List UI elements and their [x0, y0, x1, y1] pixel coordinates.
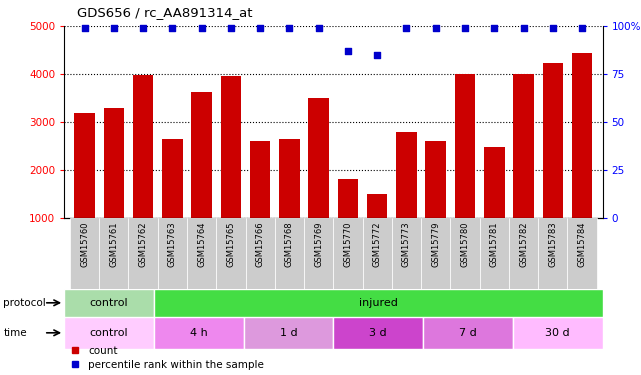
Text: GSM15784: GSM15784	[578, 221, 587, 267]
Bar	[99, 217, 128, 289]
Bar	[246, 217, 275, 289]
Point	[343, 48, 353, 54]
Text: GSM15783: GSM15783	[548, 221, 557, 267]
Bar	[338, 179, 358, 266]
Text: GSM15768: GSM15768	[285, 221, 294, 267]
Bar	[451, 217, 479, 289]
Bar	[216, 217, 246, 289]
Bar	[567, 217, 597, 289]
Text: GSM15765: GSM15765	[226, 221, 235, 267]
Legend: count, percentile rank within the sample: count, percentile rank within the sample	[69, 346, 264, 370]
Bar	[162, 139, 183, 266]
Point	[167, 25, 178, 31]
Bar	[154, 317, 244, 349]
Text: GSM15766: GSM15766	[256, 221, 265, 267]
Point	[431, 25, 441, 31]
Point	[109, 25, 119, 31]
Point	[577, 25, 587, 31]
Bar	[104, 108, 124, 266]
Point	[313, 25, 324, 31]
Text: time: time	[3, 328, 27, 338]
Text: GSM15780: GSM15780	[460, 221, 469, 267]
Point	[79, 25, 90, 31]
Bar	[513, 74, 534, 266]
Text: control: control	[90, 298, 128, 308]
Bar	[187, 217, 216, 289]
Point	[401, 25, 412, 31]
Text: GDS656 / rc_AA891314_at: GDS656 / rc_AA891314_at	[77, 6, 253, 19]
Text: GSM15782: GSM15782	[519, 221, 528, 267]
Text: 1 d: 1 d	[279, 328, 297, 338]
Text: 30 d: 30 d	[545, 328, 570, 338]
Bar	[513, 317, 603, 349]
Bar	[572, 53, 592, 266]
Point	[255, 25, 265, 31]
Bar	[396, 132, 417, 266]
Bar	[454, 74, 475, 266]
Bar	[275, 217, 304, 289]
Bar	[484, 147, 504, 266]
Bar	[304, 217, 333, 289]
Bar	[363, 217, 392, 289]
Bar	[333, 217, 363, 289]
Bar	[250, 141, 271, 266]
Point	[547, 25, 558, 31]
Text: injured: injured	[359, 298, 397, 308]
Bar	[244, 317, 333, 349]
Text: 7 d: 7 d	[459, 328, 477, 338]
Bar	[279, 139, 300, 266]
Point	[372, 52, 382, 58]
Text: 4 h: 4 h	[190, 328, 208, 338]
Bar	[133, 75, 153, 266]
Bar	[426, 141, 446, 266]
Point	[460, 25, 470, 31]
Text: GSM15762: GSM15762	[138, 221, 147, 267]
Text: GSM15770: GSM15770	[344, 221, 353, 267]
Bar	[64, 289, 154, 317]
Text: GSM15761: GSM15761	[110, 221, 119, 267]
Text: GSM15781: GSM15781	[490, 221, 499, 267]
Bar	[308, 98, 329, 266]
Point	[197, 25, 207, 31]
Text: protocol: protocol	[3, 298, 46, 308]
Text: GSM15764: GSM15764	[197, 221, 206, 267]
Bar	[392, 217, 421, 289]
Bar	[221, 76, 241, 266]
Bar	[367, 194, 387, 266]
Bar	[154, 289, 603, 317]
Bar	[333, 317, 423, 349]
Bar	[538, 217, 567, 289]
Bar	[479, 217, 509, 289]
Bar	[542, 63, 563, 266]
Text: GSM15773: GSM15773	[402, 221, 411, 267]
Point	[138, 25, 148, 31]
Point	[489, 25, 499, 31]
Text: control: control	[90, 328, 128, 338]
Point	[519, 25, 529, 31]
Text: GSM15763: GSM15763	[168, 221, 177, 267]
Bar	[128, 217, 158, 289]
Bar	[192, 92, 212, 266]
Bar	[64, 317, 154, 349]
Bar	[423, 317, 513, 349]
Text: 3 d: 3 d	[369, 328, 387, 338]
Point	[226, 25, 236, 31]
Bar	[421, 217, 451, 289]
Text: GSM15769: GSM15769	[314, 221, 323, 267]
Bar	[70, 217, 99, 289]
Bar	[74, 113, 95, 266]
Text: GSM15779: GSM15779	[431, 221, 440, 267]
Point	[285, 25, 295, 31]
Text: GSM15772: GSM15772	[372, 221, 381, 267]
Bar	[158, 217, 187, 289]
Bar	[509, 217, 538, 289]
Text: GSM15760: GSM15760	[80, 221, 89, 267]
